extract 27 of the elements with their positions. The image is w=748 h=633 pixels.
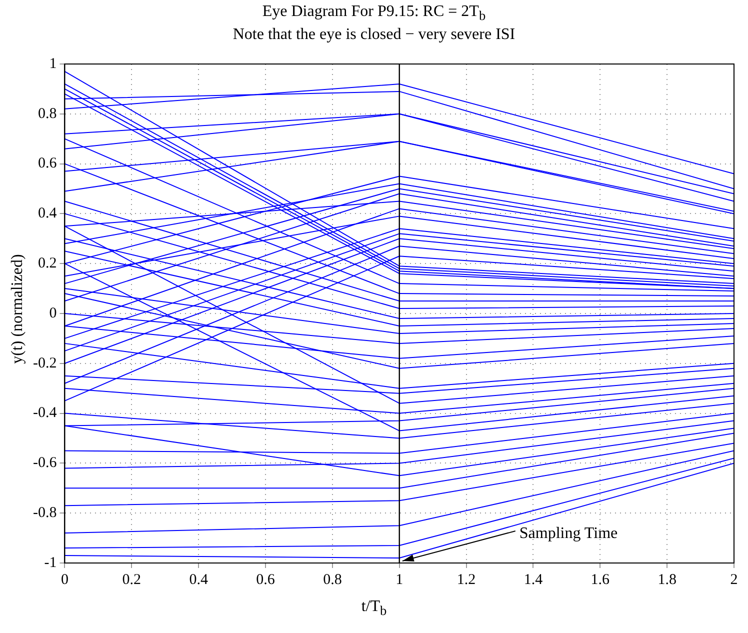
y-tick-label: 0.8: [38, 106, 57, 122]
annotation: Sampling Time: [519, 525, 618, 542]
x-tick-label: 1: [396, 572, 404, 588]
x-tick-label: 1.2: [456, 572, 476, 588]
chart-subtitle: Note that the eye is closed − very severe ISI: [232, 26, 516, 44]
y-tick-label: -0.8: [32, 505, 57, 522]
x-tick-label: 0.8: [323, 572, 342, 588]
x-tick-label: 0.2: [122, 572, 142, 588]
x-tick-label: 1.8: [658, 572, 676, 588]
y-tick-label: 1: [49, 56, 57, 72]
y-tick-label: -0.2: [32, 355, 57, 372]
y-tick-label: -1: [44, 554, 57, 571]
y-tick-label: -0.4: [32, 405, 58, 422]
x-tick-label: 1.4: [524, 572, 544, 588]
y-tick-label: 0: [49, 305, 57, 322]
y-tick-label: 0.6: [38, 156, 58, 172]
chart-title: Eye Diagram For P9.15: RC = 2T$_{b}$: [261, 2, 487, 26]
y-tick-label: 0.4: [38, 206, 58, 222]
x-tick-label: 0: [60, 572, 68, 588]
x-axis-title: t/T$_{b}$: [360, 598, 388, 620]
x-tick-label: 0.4: [189, 572, 208, 588]
x-tick-label: 2: [730, 572, 738, 588]
y-tick-label: 0.2: [38, 256, 57, 272]
x-tick-label: 0.6: [256, 572, 276, 588]
y-tick-label: -0.6: [32, 455, 58, 472]
y-axis-title: y(t) (normalized): [9, 253, 27, 366]
x-tick-label: 1.6: [590, 572, 610, 588]
